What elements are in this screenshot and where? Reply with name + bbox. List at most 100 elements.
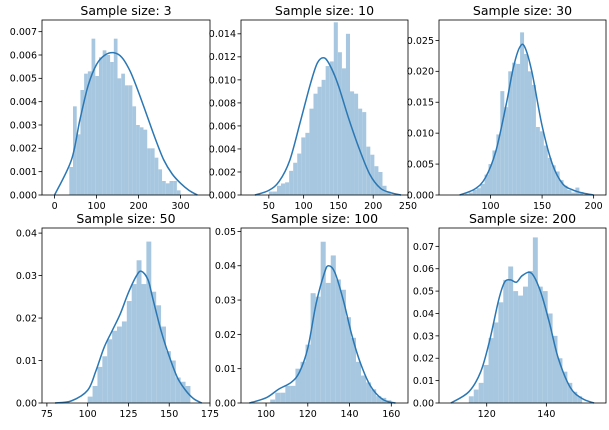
histogram-bar [493, 322, 499, 403]
histogram-bar [313, 93, 318, 195]
histogram-bar [386, 191, 391, 195]
histogram-bar [472, 190, 477, 195]
histogram-bar [473, 389, 479, 403]
histogram-bar [175, 377, 181, 403]
histogram-bar [275, 392, 281, 403]
histogram-bar [350, 91, 355, 195]
histogram-bar [121, 73, 125, 195]
histogram-bar [571, 192, 576, 195]
subplot-5: 100 120 140 160 0.00 0.01 0.02 0.03 0.04 0.05 Samp… [215, 211, 409, 420]
histogram-bar [551, 165, 556, 195]
x-tick-label: 75 [41, 409, 53, 420]
y-tick-label: 0.04 [413, 309, 434, 320]
y-tick-label: 0.000 [209, 190, 236, 201]
kde-curve [249, 264, 396, 404]
histogram-bar [552, 335, 558, 403]
y-tick-label: 0.008 [209, 98, 236, 109]
y-tick-label: 0.04 [16, 228, 37, 239]
x-tick-label: 125 [119, 409, 137, 420]
histogram-bar [361, 375, 367, 403]
histogram-bar [320, 241, 326, 403]
x-tick-label: 150 [533, 201, 551, 212]
y-tick-label: 0.002 [209, 167, 236, 178]
histogram-bar [141, 284, 147, 403]
histogram-bar [276, 185, 282, 195]
histogram-bar [161, 326, 166, 403]
histogram-bar [98, 57, 103, 196]
histogram-bar [345, 317, 351, 403]
y-tick-label: 0.003 [10, 120, 37, 131]
histogram-bar [110, 62, 114, 195]
x-tick-label: 250 [399, 201, 417, 212]
histogram-bar [524, 54, 528, 195]
histogram-bar [272, 191, 277, 195]
histogram-bar [112, 330, 118, 403]
histogram-bar [555, 171, 560, 195]
histogram-bar [542, 291, 548, 403]
histogram-bar [366, 382, 372, 403]
histogram-bar [317, 86, 322, 195]
histogram-bar [518, 295, 524, 403]
y-tick-label: 0.05 [215, 227, 236, 238]
x-tick-label: 100 [79, 409, 97, 420]
histogram-bar [539, 131, 544, 195]
histogram-bar [280, 392, 286, 403]
histogram-bar [504, 107, 509, 195]
histogram-bar [371, 389, 377, 403]
histogram-bar [113, 38, 118, 195]
subplot-2: 50 100 150 200 250 0.000 0.002 0.004 0.006 0.008 0… [209, 3, 417, 212]
histogram-bar [285, 182, 290, 195]
axes-frame [240, 19, 409, 196]
y-tick-label: 0.000 [10, 190, 37, 201]
histogram-bar [76, 134, 81, 195]
axes-frame [438, 19, 607, 196]
histogram-bar [91, 38, 96, 195]
histogram-bar [535, 126, 540, 195]
histogram-bar [330, 255, 336, 403]
histogram-bar [547, 157, 552, 195]
kde-curve [459, 43, 594, 196]
histogram-bar [532, 237, 538, 403]
histogram-bar [162, 181, 166, 195]
histogram-bar [567, 190, 572, 195]
histogram-bar [374, 166, 379, 195]
y-tick-label: 0.02 [215, 330, 236, 341]
histogram-bar [340, 289, 346, 403]
y-tick-label: 0.007 [10, 27, 37, 38]
x-tick-label: 200 [130, 201, 148, 212]
subplot-4: 75 100 125 150 175 0.00 0.01 0.02 0.03 0.04 Sample… [16, 211, 219, 420]
histogram-bar [165, 351, 171, 403]
y-tick-label: 0.00 [16, 398, 37, 409]
histogram-bar [567, 382, 573, 403]
y-tick-label: 0.01 [215, 364, 236, 375]
y-tick-label: 0.03 [16, 271, 37, 282]
y-tick-label: 0.07 [413, 242, 434, 253]
histogram-bar [151, 291, 157, 403]
axes-frame [41, 227, 211, 404]
histogram-bar [579, 191, 584, 195]
histogram-bar [87, 396, 93, 403]
y-tick-label: 0.02 [16, 313, 37, 324]
y-tick-label: 0.00 [215, 398, 236, 409]
y-tick-label: 0.001 [10, 167, 37, 178]
y-tick-label: 0.01 [16, 356, 37, 367]
histogram-bar [376, 396, 382, 403]
histogram-bar [562, 371, 568, 403]
histogram-bar [478, 382, 484, 403]
histogram-bar [176, 190, 181, 195]
subplot-title: Sample size: 3 [80, 3, 171, 18]
axes-frame [240, 227, 409, 404]
histogram-bar [468, 192, 473, 195]
histogram-bar [107, 339, 113, 403]
y-tick-label: 0.012 [209, 52, 236, 63]
x-tick-label: 100 [481, 201, 499, 212]
histogram-bar [300, 361, 306, 403]
x-tick-label: 200 [364, 201, 382, 212]
x-tick-label: 140 [340, 409, 358, 420]
histogram-bar [512, 62, 517, 195]
x-tick-label: 100 [295, 201, 313, 212]
histogram-bar [69, 167, 74, 195]
histogram-bar [577, 396, 583, 403]
histogram-bar [480, 183, 485, 195]
histogram-bar [305, 344, 311, 403]
